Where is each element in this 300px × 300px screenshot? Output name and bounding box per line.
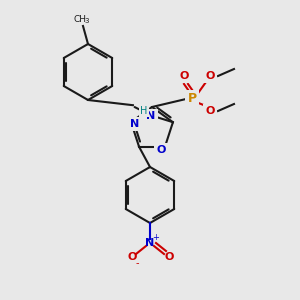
Text: CH: CH xyxy=(74,14,86,23)
Text: O: O xyxy=(205,106,215,116)
Text: -: - xyxy=(135,258,139,268)
Text: O: O xyxy=(156,145,166,155)
Text: +: + xyxy=(153,233,159,242)
Text: 3: 3 xyxy=(85,18,89,24)
Text: O: O xyxy=(179,71,189,81)
Text: H: H xyxy=(140,106,148,116)
Text: O: O xyxy=(127,252,137,262)
Text: O: O xyxy=(205,71,215,81)
Text: N: N xyxy=(130,119,140,129)
Text: P: P xyxy=(188,92,196,106)
Text: O: O xyxy=(164,252,174,262)
Text: N: N xyxy=(146,238,154,248)
Text: N: N xyxy=(146,111,155,121)
